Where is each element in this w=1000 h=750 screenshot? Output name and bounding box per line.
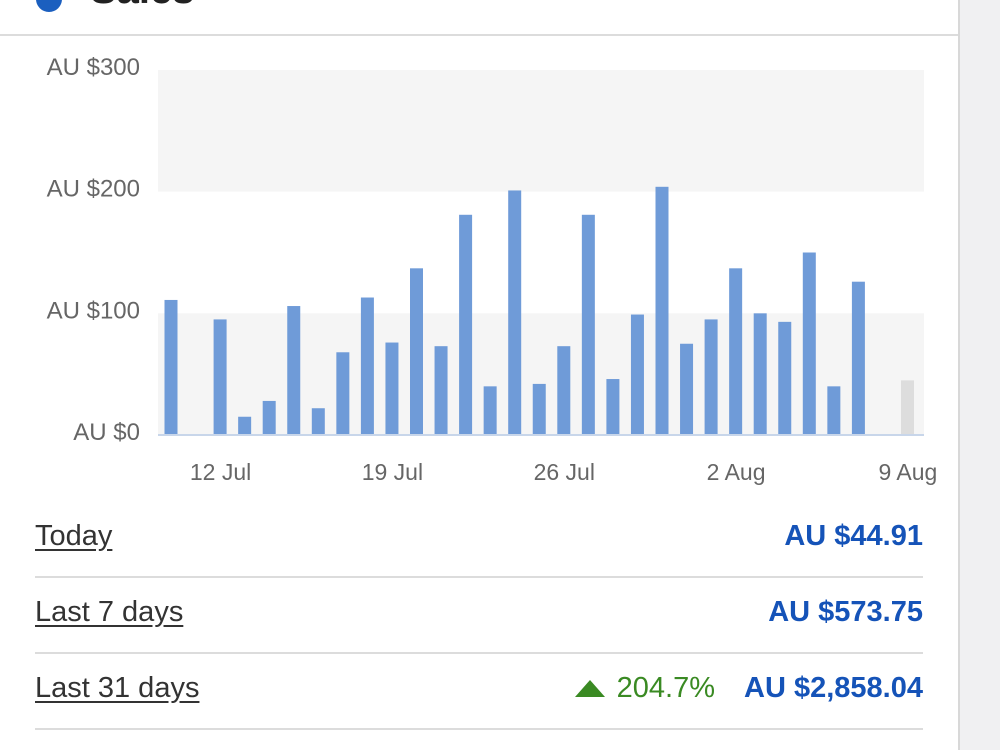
bar [410, 268, 423, 435]
bar [655, 186, 669, 435]
y-tick-label: AU $100 [47, 297, 140, 324]
bar [753, 313, 767, 435]
bar [385, 342, 399, 435]
bar [606, 379, 620, 435]
bar [827, 386, 841, 435]
summary-row-last-7-days: Last 7 days AU $573.75 [35, 576, 923, 654]
bar [704, 319, 718, 435]
sales-bar-chart: AU $300 AU $200 AU $100 AU $0 12 Jul 19 Jul 26… [47, 54, 938, 485]
bar [483, 386, 497, 435]
bar [311, 408, 325, 435]
x-tick-label: 26 Jul [534, 459, 595, 485]
bar-today [901, 380, 914, 435]
up-arrow-icon [574, 680, 605, 697]
today-value[interactable]: AU $44.91 [784, 520, 923, 552]
bar [459, 214, 473, 435]
chevron-right-icon[interactable]: › [898, 0, 908, 10]
sales-card: Sales › AU $300 AU $200 AU $100 AU $0 12 Jul… [0, 0, 960, 750]
summary-row-last-31-days: Last 31 days 204.7% AU $2,858.04 [35, 652, 923, 730]
card-header[interactable]: Sales › [0, 0, 958, 36]
bar [238, 416, 252, 435]
bar [729, 268, 743, 435]
x-tick-label: 2 Aug [707, 459, 766, 485]
x-tick-label: 19 Jul [362, 459, 423, 485]
sales-chart: AU $300 AU $200 AU $100 AU $0 12 Jul 19 Jul 26… [0, 40, 958, 500]
bar [360, 297, 374, 435]
bar [680, 343, 694, 435]
change-percent: 204.7% [616, 672, 715, 704]
bar [630, 314, 644, 435]
grid-band-middle [158, 191, 924, 314]
last-31-days-value[interactable]: AU $2,858.04 [744, 672, 923, 704]
bar [262, 400, 276, 435]
y-tick-label: AU $200 [47, 176, 140, 203]
x-tick-label: 12 Jul [190, 459, 251, 485]
grid-band-top [158, 70, 924, 192]
last-7-days-value[interactable]: AU $573.75 [768, 596, 923, 628]
last-31-days-link[interactable]: Last 31 days [35, 672, 200, 704]
bar [532, 383, 546, 435]
card-title: Sales [90, 0, 195, 10]
bar [434, 346, 448, 435]
y-tick-label: AU $300 [47, 54, 140, 81]
bar [851, 281, 865, 435]
last-7-days-link[interactable]: Last 7 days [35, 596, 184, 628]
x-tick-label: 9 Aug [879, 459, 938, 485]
bar [164, 299, 178, 435]
bar [508, 190, 522, 435]
bar [802, 252, 816, 435]
sales-icon [36, 0, 62, 12]
bar [581, 214, 595, 435]
y-tick-label: AU $0 [73, 419, 140, 446]
bar [557, 346, 571, 435]
bar [287, 306, 301, 435]
today-link[interactable]: Today [35, 520, 113, 552]
bar [336, 352, 350, 435]
summary-row-today: Today AU $44.91 [35, 500, 923, 578]
bar [778, 321, 792, 435]
change-indicator: 204.7% [574, 672, 715, 705]
bar [213, 319, 227, 435]
